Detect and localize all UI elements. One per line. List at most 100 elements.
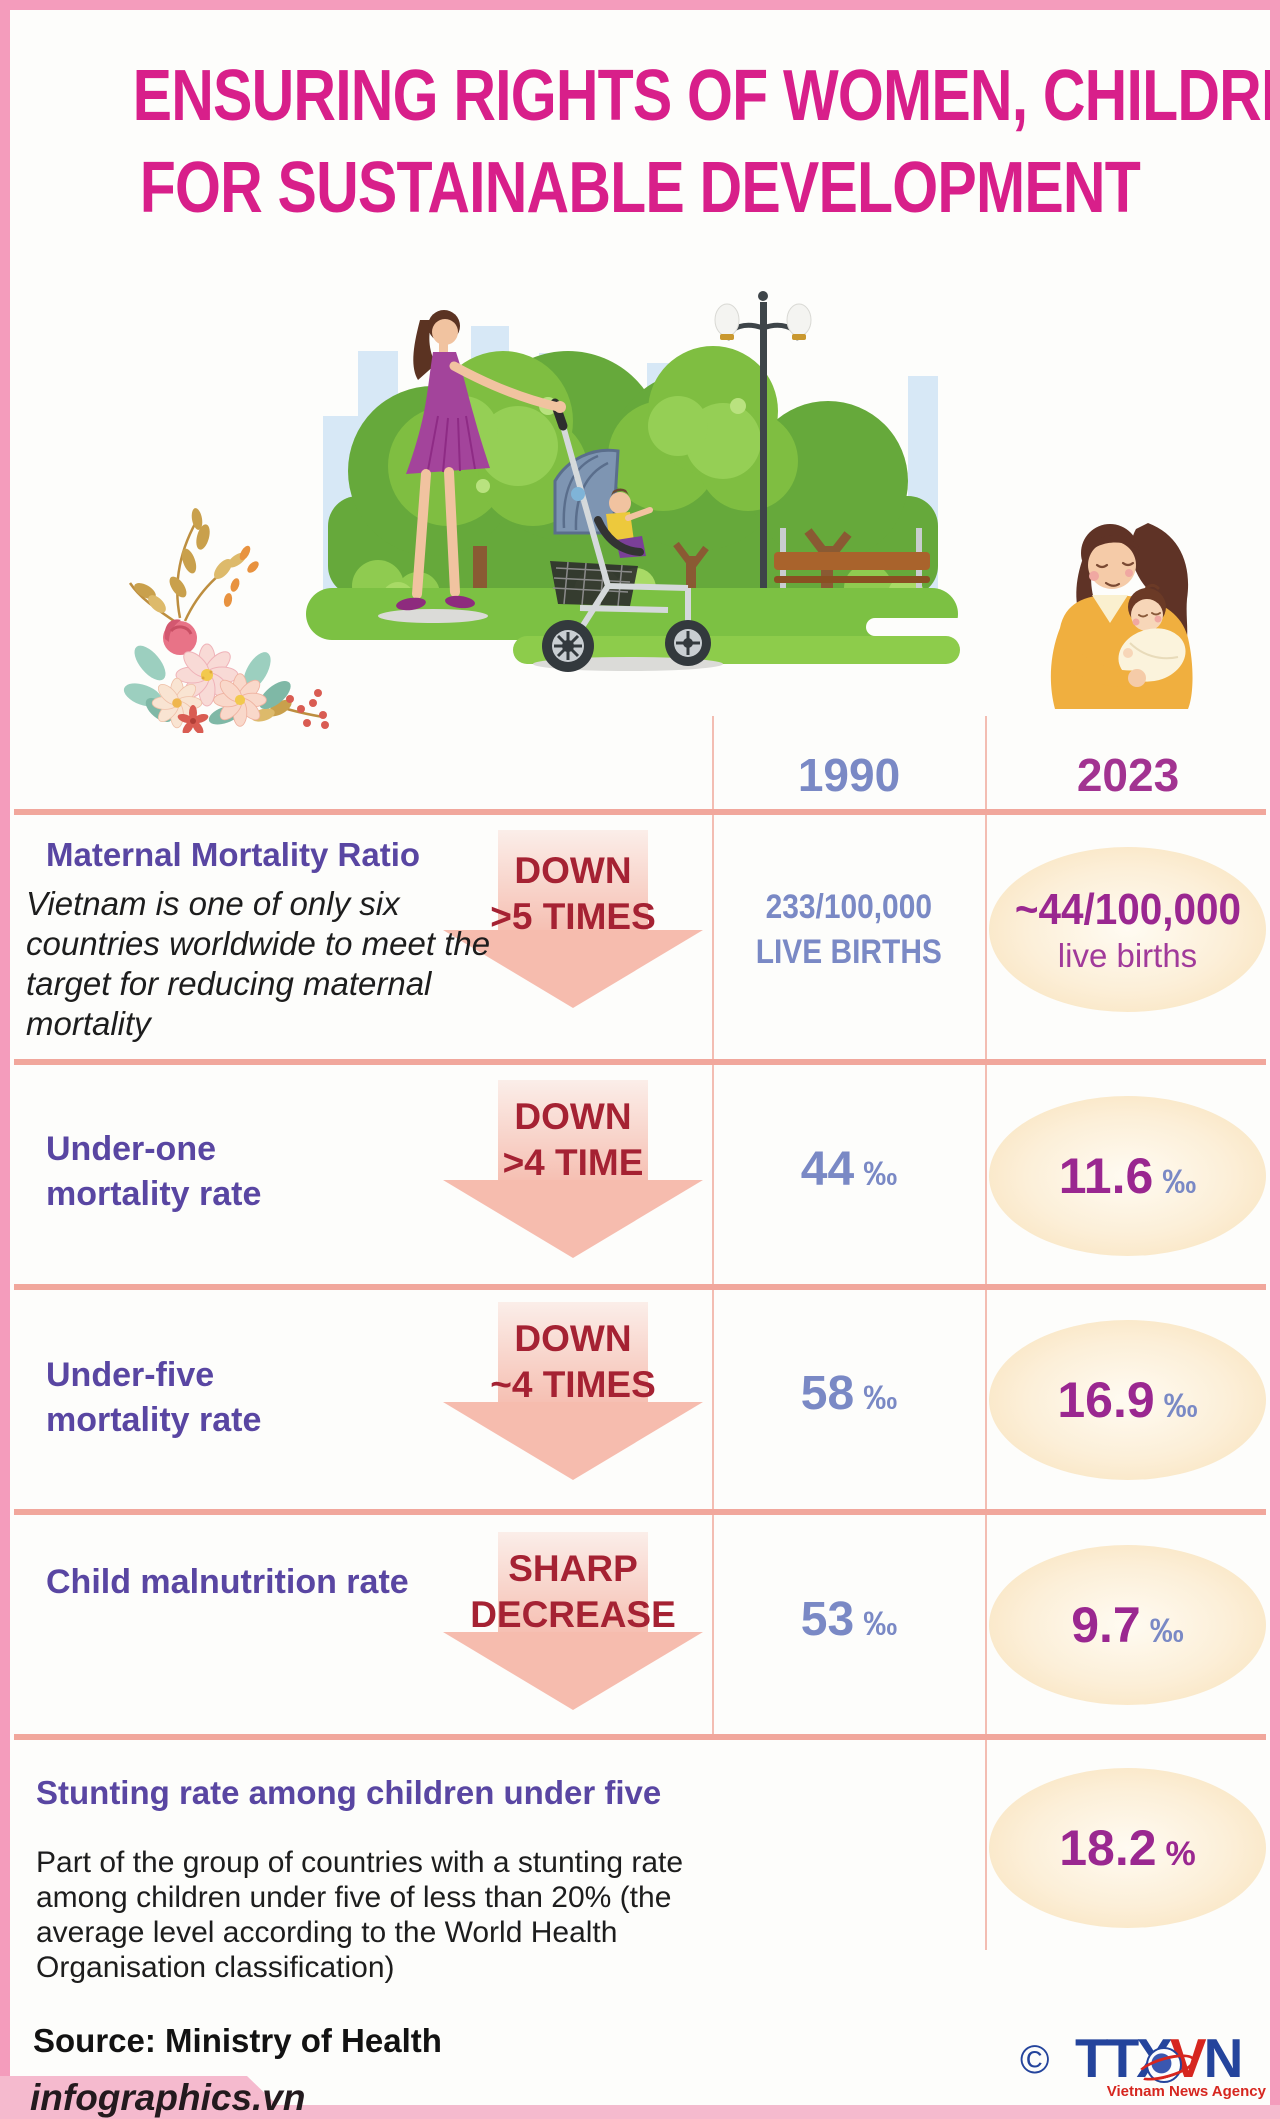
baby-body (1118, 628, 1186, 682)
orange-buds (223, 545, 259, 607)
arrow-body (498, 1302, 648, 1402)
mother-face (1088, 541, 1136, 589)
berries (286, 689, 329, 729)
column-divider-left (712, 716, 714, 1734)
decrease-arrow: DOWN ~4 TIMES (443, 1302, 703, 1482)
mother-baby-illustration (1050, 523, 1193, 709)
value-1990-unit-label: LIVE BIRTHS (755, 933, 943, 971)
decrease-arrow: SHARP DECREASE (443, 1532, 703, 1712)
value-number: 11.6 (1058, 1148, 1154, 1204)
row-label-maternal-mortality: Maternal Mortality Ratio (46, 836, 421, 873)
red-mini-flower (177, 705, 209, 733)
value-number: 53 (800, 1593, 855, 1646)
value-2023-bubble-under-five: 16.9 ‰ (989, 1320, 1266, 1480)
change-line-2: >4 TIME (502, 1142, 644, 1183)
change-line-2: >5 TIMES (490, 896, 656, 937)
ttxvn-logo: TTXVN (1075, 2026, 1244, 2090)
gold-leaves (134, 508, 292, 722)
per-mille-unit: ‰ (1149, 1612, 1184, 1650)
value-2023-bubble-maternal: ~44/100,000 live births (989, 847, 1266, 1012)
value-number: 16.9 (1057, 1372, 1155, 1428)
value-number: 9.7 (1071, 1597, 1141, 1653)
row-divider (14, 1509, 1266, 1515)
lamppost (714, 291, 812, 642)
decrease-arrow: DOWN >5 TIMES (443, 830, 703, 1010)
change-line-1: DOWN (514, 1096, 632, 1137)
row-label-child-malnutrition: Child malnutrition rate (46, 1563, 409, 1601)
change-line-2: DECREASE (470, 1594, 676, 1635)
row-divider (14, 1734, 1266, 1740)
stroller (542, 398, 711, 672)
percent-unit: % (1165, 1835, 1196, 1873)
change-label: SHARP DECREASE (443, 1546, 703, 1638)
value-2023-bubble-stunting: 18.2 % (989, 1768, 1266, 1928)
row-description-stunting-rate: Part of the group of countries with a st… (36, 1846, 684, 1984)
arrow-head (443, 930, 703, 1008)
per-mille-unit: ‰ (863, 1379, 898, 1417)
brand-infographics-vn: infographics.vn (30, 2077, 306, 2118)
column-header-2023: 2023 (1076, 749, 1180, 801)
change-label: DOWN ~4 TIMES (443, 1316, 703, 1408)
per-mille-unit: ‰ (1163, 1387, 1198, 1425)
per-mille-unit: ‰ (1162, 1163, 1197, 1201)
value-2023-bubble-malnutrition: 9.7 ‰ (989, 1545, 1266, 1705)
value-number: 18.2 (1059, 1820, 1157, 1876)
value-2023-ratio: ~44/100,000 (1014, 884, 1241, 934)
value-1990-under-five: 58 ‰ (714, 1366, 984, 1421)
arrow-head (443, 1402, 703, 1480)
mother-arm (1058, 643, 1142, 687)
floral-decoration (123, 508, 329, 733)
value-1990-under-one: 44 ‰ (714, 1142, 984, 1197)
value-1990-malnutrition: 53 ‰ (714, 1592, 984, 1647)
value-2023-bubble-under-one: 11.6 ‰ (989, 1096, 1266, 1256)
per-mille-unit: ‰ (863, 1155, 898, 1193)
title-line-1: ENSURING RIGHTS OF WOMEN, CHILDREN (132, 56, 1280, 136)
park-bench (774, 528, 930, 608)
row-divider (14, 1059, 1266, 1065)
per-mille-unit: ‰ (863, 1605, 898, 1643)
change-label: DOWN >4 TIME (443, 1094, 703, 1186)
label-line-1: Under-one (46, 1130, 216, 1168)
value-1990-maternal: 233/100,000 LIVE BIRTHS (714, 885, 984, 975)
row-divider (14, 1284, 1266, 1290)
source-text: Source: Ministry of Health (33, 2022, 442, 2059)
change-line-1: DOWN (514, 850, 632, 891)
change-line-1: DOWN (514, 1318, 632, 1359)
column-header-1990: 1990 (797, 749, 901, 801)
collar (1092, 595, 1128, 623)
arrow-body (498, 1080, 648, 1180)
row-label-under-five: Under-five mortality rate (46, 1353, 261, 1443)
page-title: ENSURING RIGHTS OF WOMEN, CHILDREN FOR S… (0, 50, 1280, 234)
label-line-2: mortality rate (46, 1175, 262, 1213)
arrow-body (498, 830, 648, 930)
agency-name: Vietnam News Agency (1106, 2083, 1266, 2100)
label-line-1: Under-five (46, 1356, 215, 1394)
row-label-under-one: Under-one mortality rate (46, 1127, 261, 1217)
value-1990-ratio: 233/100,000 (765, 888, 933, 926)
change-line-1: SHARP (508, 1548, 638, 1589)
copyright-symbol: © (1020, 2038, 1050, 2082)
decrease-arrow: DOWN >4 TIME (443, 1080, 703, 1260)
rose-bud (163, 619, 197, 655)
change-label: DOWN >5 TIMES (443, 848, 703, 940)
value-number: 44 (800, 1143, 855, 1196)
grass (306, 588, 960, 664)
globe-icon (1146, 2047, 1182, 2083)
row-description-maternal-mortality: Vietnam is one of only six countries wor… (26, 885, 491, 1042)
park-scene-illustration (306, 291, 960, 672)
logo-n: N (1203, 2027, 1244, 2089)
row-label-stunting-rate: Stunting rate among children under five (36, 1774, 662, 1811)
change-line-2: ~4 TIMES (490, 1364, 656, 1405)
trees (328, 346, 938, 606)
blossom-3 (213, 673, 267, 727)
row-divider (14, 809, 1266, 815)
value-2023-unit-label: live births (1057, 936, 1198, 974)
woman-figure (396, 310, 566, 611)
arrow-head (443, 1632, 703, 1710)
label-line-2: mortality rate (46, 1401, 262, 1439)
title-line-2: FOR SUSTAINABLE DEVELOPMENT (139, 148, 1141, 228)
value-number: 58 (800, 1367, 855, 1420)
arrow-body (498, 1532, 648, 1632)
column-divider-right (985, 716, 987, 1950)
